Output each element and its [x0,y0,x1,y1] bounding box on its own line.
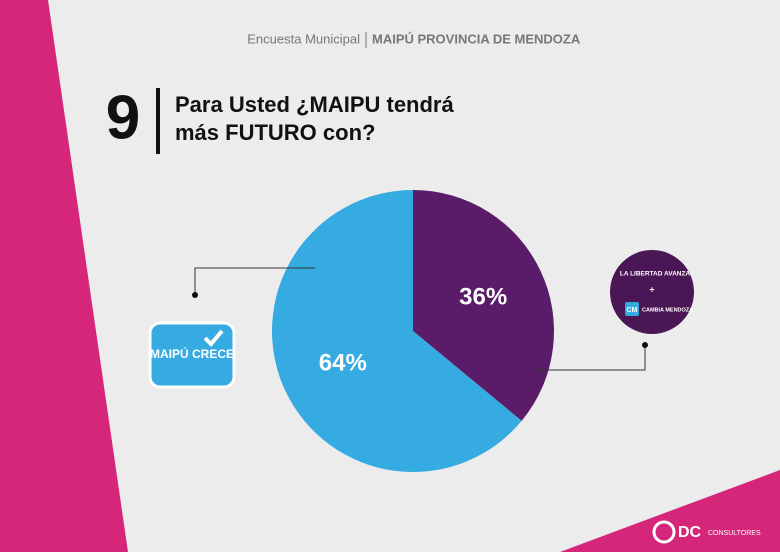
cm-badge [625,302,639,316]
value-label: 36% [459,283,507,310]
header-survey: Encuesta Municipal [247,31,360,46]
leader-dot [642,342,648,348]
question-number: 9 [106,83,140,152]
pie-slice [413,190,554,421]
leader-line [535,345,646,371]
cm-name: CAMBIA MENDOZA [642,307,693,313]
pie-slice [272,190,522,473]
logo-text: LA LIBERTAD AVANZA [620,271,691,278]
footer-sub: CONSULTORES [708,530,761,537]
title-line: más FUTURO con? [175,120,375,145]
footer-logo [652,520,676,544]
logo-text: MAIPÚ CRECE [150,346,234,361]
leader-dot [192,292,198,298]
logo-plus: + [649,284,654,294]
leader-line [194,267,315,295]
footer-brand: DC [678,524,702,541]
corner-band [560,470,780,552]
title-bar [156,88,160,154]
logo-check [203,329,224,347]
title-line: Para Usted ¿MAIPU tendrá [175,92,454,117]
left-band [0,0,128,552]
header-place: MAIPÚ PROVINCIA DE MENDOZA [372,31,581,46]
value-label: 64% [319,349,367,376]
cm-badge-text: CM [627,307,638,314]
pie: 36% 64% [272,190,554,473]
